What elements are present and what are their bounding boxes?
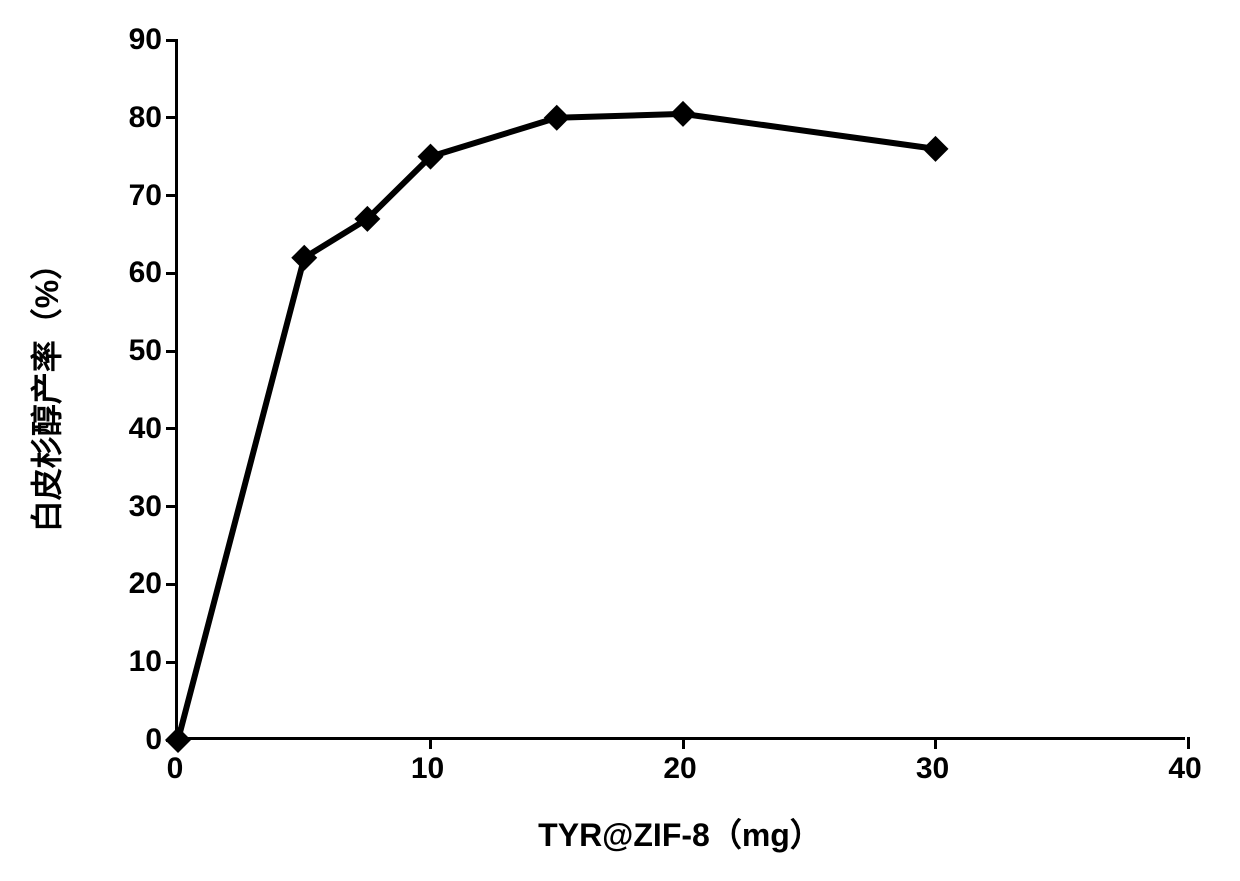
y-tick-label: 40 <box>129 412 162 446</box>
x-tick <box>1187 737 1190 749</box>
data-marker <box>670 101 696 127</box>
y-axis-label: 白皮杉醇产率（%） <box>22 248 68 532</box>
y-tick <box>166 505 178 508</box>
y-tick-label: 30 <box>129 490 162 524</box>
y-tick <box>166 350 178 353</box>
x-tick <box>429 737 432 749</box>
chart-container: 白皮杉醇产率（%） TYR@ZIF-8（mg） 0 10 20 30 40 50 60 70 8… <box>0 0 1240 881</box>
y-tick-label: 60 <box>129 256 162 290</box>
y-tick <box>166 116 178 119</box>
y-tick-label: 0 <box>145 723 162 757</box>
y-tick-label: 90 <box>129 23 162 57</box>
data-line <box>178 114 936 740</box>
y-tick <box>166 194 178 197</box>
data-line-layer <box>178 40 1188 740</box>
x-tick-label: 10 <box>411 752 444 786</box>
plot-area <box>175 40 1185 740</box>
y-tick <box>166 583 178 586</box>
x-tick-label: 30 <box>916 752 949 786</box>
x-tick-label: 20 <box>663 752 696 786</box>
y-tick-label: 20 <box>129 567 162 601</box>
y-tick <box>166 39 178 42</box>
x-tick <box>682 737 685 749</box>
y-tick-label: 50 <box>129 334 162 368</box>
y-tick <box>166 272 178 275</box>
data-marker <box>923 136 949 162</box>
x-tick <box>177 737 180 749</box>
y-tick-label: 70 <box>129 179 162 213</box>
x-tick-label: 0 <box>167 752 184 786</box>
data-marker <box>544 105 570 131</box>
y-tick <box>166 427 178 430</box>
y-tick-label: 10 <box>129 645 162 679</box>
x-tick <box>934 737 937 749</box>
y-tick <box>166 661 178 664</box>
x-axis-label: TYR@ZIF-8（mg） <box>538 810 822 856</box>
x-tick-label: 40 <box>1168 752 1201 786</box>
y-tick-label: 80 <box>129 101 162 135</box>
